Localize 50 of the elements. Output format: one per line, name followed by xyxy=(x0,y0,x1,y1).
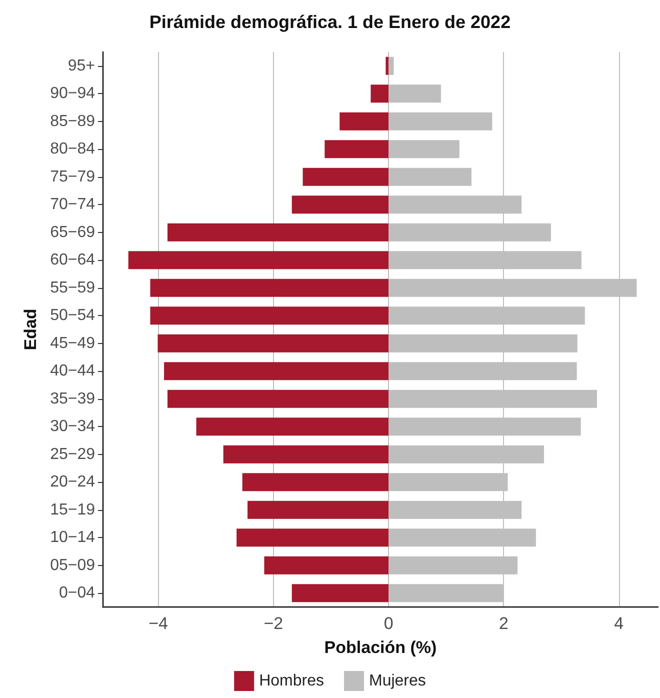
y-tick-label: 50−54 xyxy=(50,307,96,324)
bar xyxy=(302,168,389,186)
bar xyxy=(196,418,389,436)
bar xyxy=(167,223,389,242)
x-tick-label: 2 xyxy=(498,614,508,633)
bar xyxy=(370,84,389,103)
legend-label: Hombres xyxy=(259,672,324,690)
y-tick-label: 35−39 xyxy=(50,390,96,408)
bar xyxy=(150,278,389,297)
x-tick-label: 0 xyxy=(384,614,394,633)
y-tick-label: 0−04 xyxy=(58,584,96,602)
bar xyxy=(164,362,389,380)
x-tick-label: −2 xyxy=(264,614,284,633)
x-tick-label: 4 xyxy=(614,614,624,633)
y-tick-label: 65−69 xyxy=(50,224,96,241)
bar xyxy=(128,251,389,270)
bar xyxy=(242,473,389,492)
x-tick-label: −4 xyxy=(148,614,168,633)
y-tick-label: 15−19 xyxy=(50,501,96,518)
bar xyxy=(158,334,389,352)
y-tick-label: 55−59 xyxy=(50,279,96,296)
bar xyxy=(324,140,389,158)
y-tick-label: 45−49 xyxy=(50,334,96,352)
y-tick-label: 10−14 xyxy=(50,529,96,546)
y-tick-label: 90−94 xyxy=(50,85,96,102)
bar xyxy=(150,306,389,325)
y-tick-label: 20−24 xyxy=(50,474,96,491)
y-tick-label: 30−34 xyxy=(50,418,96,436)
bar xyxy=(292,196,389,214)
bar xyxy=(386,56,389,75)
y-axis-title: Edad xyxy=(21,308,40,350)
bar xyxy=(292,584,389,602)
y-tick-label: 60−64 xyxy=(50,252,96,269)
y-tick-label: 40−44 xyxy=(50,362,96,380)
legend-label: Mujeres xyxy=(369,672,426,690)
y-tick-label: 75−79 xyxy=(50,168,96,186)
bar xyxy=(340,112,389,130)
bar xyxy=(167,390,389,408)
y-tick-label: 25−29 xyxy=(50,446,96,463)
y-tick-label: 85−89 xyxy=(50,112,96,130)
y-tick-label: 95+ xyxy=(68,57,95,74)
bar xyxy=(236,528,389,547)
bar xyxy=(248,500,389,519)
y-tick-label: 70−74 xyxy=(50,196,96,214)
y-tick-label: 80−84 xyxy=(50,140,96,158)
y-tick-label: 05−09 xyxy=(50,556,96,574)
bar xyxy=(264,556,389,574)
bar xyxy=(223,445,389,464)
chart-title: Pirámide demográfica. 1 de Enero de 2022 xyxy=(149,12,511,32)
x-axis-title: Población (%) xyxy=(324,638,437,657)
